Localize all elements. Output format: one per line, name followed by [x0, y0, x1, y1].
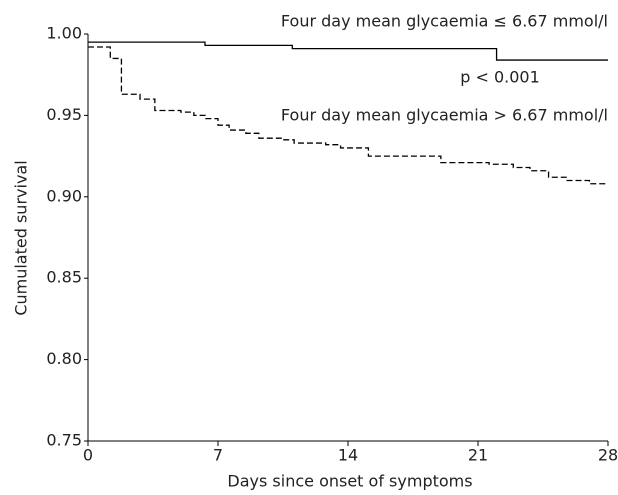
- y-tick-label: 0.80: [46, 349, 82, 368]
- x-tick-label: 0: [83, 446, 93, 465]
- x-tick-label: 21: [468, 446, 488, 465]
- x-tick-label: 7: [213, 446, 223, 465]
- annotation: p < 0.001: [460, 68, 540, 87]
- y-tick-label: 0.90: [46, 186, 82, 205]
- series-label: Four day mean glycaemia ≤ 6.67 mmol/l: [281, 12, 608, 31]
- y-tick-label: 0.75: [46, 431, 82, 450]
- y-tick-label: 0.95: [46, 105, 82, 124]
- y-tick-label: 0.85: [46, 268, 82, 287]
- x-tick-label: 14: [338, 446, 358, 465]
- series-label: Four day mean glycaemia > 6.67 mmol/l: [281, 106, 608, 125]
- survival-curve: [88, 46, 608, 185]
- y-tick-label: 1.00: [46, 24, 82, 43]
- x-tick-label: 28: [598, 446, 618, 465]
- x-axis-title: Days since onset of symptoms: [227, 472, 472, 491]
- y-axis-title: Cumulated survival: [12, 160, 31, 315]
- survival-curve: [88, 41, 608, 61]
